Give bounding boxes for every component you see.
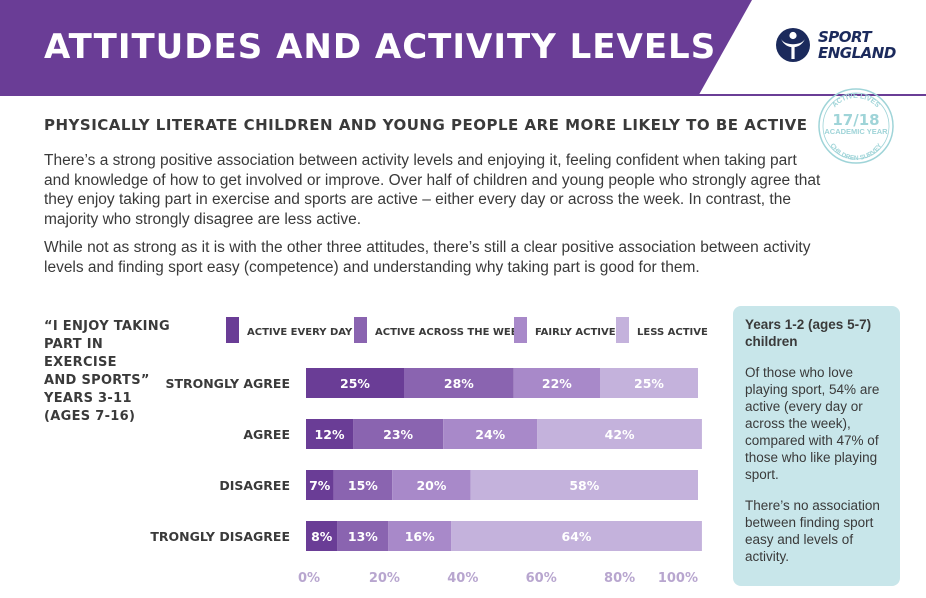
- x-tick-label: 80%: [604, 571, 635, 586]
- bar-segment: [443, 419, 538, 449]
- question-line: AND SPORTS”: [44, 373, 150, 388]
- bar-segment: [388, 521, 452, 551]
- data-label: 23%: [383, 427, 413, 442]
- age-range-line: YEARS 3-11: [44, 391, 132, 406]
- svg-text:ACTIVE LIVES: ACTIVE LIVES: [831, 93, 881, 109]
- category-label: AGREE: [243, 427, 290, 442]
- category-label: STRONGLY AGREE: [165, 376, 290, 391]
- bar-segment: [306, 470, 334, 500]
- bar-segment: [513, 368, 600, 398]
- data-label: 22%: [542, 376, 572, 391]
- data-label: 25%: [634, 376, 664, 391]
- category-label: STRONGLY DISAGREE: [150, 529, 290, 544]
- bar-segment: [306, 368, 404, 398]
- bar-segment: [392, 470, 471, 500]
- legend-label: LESS ACTIVE: [637, 327, 708, 338]
- data-label: 25%: [340, 376, 370, 391]
- stamp-top-text: ACTIVE LIVES: [831, 93, 881, 109]
- svg-text:CHILDREN SURVEY: CHILDREN SURVEY: [828, 142, 883, 162]
- x-tick-label: 0%: [298, 571, 320, 586]
- legend-swatch: [616, 317, 629, 343]
- data-label: 12%: [315, 427, 345, 442]
- data-label: 7%: [309, 478, 331, 493]
- legend-label: ACTIVE ACROSS THE WEEK: [375, 327, 527, 338]
- legend-label: ACTIVE EVERY DAY: [247, 327, 353, 338]
- logo-text-line2: ENGLAND: [818, 44, 896, 62]
- data-label: 24%: [475, 427, 505, 442]
- header-divider: [0, 94, 926, 96]
- attitude-activity-chart: ACTIVE EVERY DAY ACTIVE ACROSS THE WEEK FA…: [150, 317, 708, 586]
- x-tick-label: 40%: [447, 571, 478, 586]
- data-label: 28%: [444, 376, 474, 391]
- callout-paragraph: There’s no association between finding s…: [745, 498, 880, 564]
- bar-segment: [337, 521, 389, 551]
- stamp-year: 17/18: [832, 111, 879, 129]
- bar-segment: [470, 470, 698, 500]
- bar-segment: [306, 419, 354, 449]
- data-label: 16%: [405, 529, 435, 544]
- data-label: 58%: [569, 478, 599, 493]
- x-tick-label: 20%: [369, 571, 400, 586]
- logo-wordmark: SPORT ENGLAND: [818, 29, 896, 61]
- sport-england-emblem-icon: [776, 28, 810, 62]
- bar-segment: [353, 419, 444, 449]
- legend-swatch: [354, 317, 367, 343]
- active-lives-stamp: ACTIVE LIVES 17/18 ACADEMIC YEAR CHILDRE…: [818, 88, 894, 164]
- logo-text-line1: SPORT: [818, 28, 872, 46]
- data-label: 8%: [311, 529, 333, 544]
- page-title: ATTITUDES AND ACTIVITY LEVELS: [44, 27, 717, 67]
- section-subtitle: PHYSICALLY LITERATE CHILDREN AND YOUNG P…: [44, 116, 808, 134]
- sport-england-logo: SPORT ENGLAND: [774, 26, 914, 66]
- years-1-2-callout: Years 1-2 (ages 5-7) children Of those w…: [733, 306, 900, 586]
- bar-segment: [333, 470, 393, 500]
- legend-swatch: [514, 317, 527, 343]
- bar-segment: [306, 521, 338, 551]
- data-label: 64%: [562, 529, 592, 544]
- x-tick-label: 100%: [658, 571, 698, 586]
- data-label: 15%: [348, 478, 378, 493]
- data-label: 13%: [348, 529, 378, 544]
- legend-label: FAIRLY ACTIVE: [535, 327, 616, 338]
- category-label: DISAGREE: [219, 478, 290, 493]
- question-line: “I ENJOY TAKING: [44, 319, 170, 334]
- data-label: 20%: [416, 478, 446, 493]
- title-banner: [0, 0, 752, 94]
- legend-swatch: [226, 317, 239, 343]
- stamp-mid-text: ACADEMIC YEAR: [824, 127, 888, 136]
- callout-paragraph: Of those who love playing sport, 54% are…: [745, 365, 880, 482]
- age-range-line: (AGES 7-16): [44, 409, 136, 424]
- bar-segment: [537, 419, 702, 449]
- bar-segment: [600, 368, 698, 398]
- stamp-bottom-text: CHILDREN SURVEY: [828, 142, 883, 162]
- competence-paragraph: While not as strong as it is with the ot…: [44, 239, 811, 276]
- data-label: 42%: [605, 427, 635, 442]
- bar-segment: [451, 521, 702, 551]
- question-line: PART IN EXERCISE: [44, 337, 117, 370]
- intro-paragraph: There’s a strong positive association be…: [44, 152, 821, 228]
- survey-question: “I ENJOY TAKING PART IN EXERCISE AND SPO…: [44, 318, 174, 426]
- x-tick-label: 60%: [526, 571, 557, 586]
- bar-segment: [404, 368, 514, 398]
- callout-heading: Years 1-2 (ages 5-7) children: [745, 317, 872, 349]
